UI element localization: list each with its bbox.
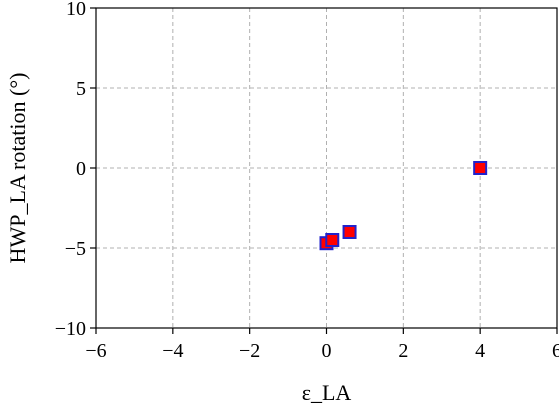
y-axis-label: HWP_LA rotation (°) (5, 73, 30, 264)
data-point (473, 161, 488, 175)
y-tick-label: −10 (55, 318, 86, 340)
data-point (325, 233, 340, 247)
x-tick-label: 2 (398, 340, 408, 362)
y-tick-label: 5 (76, 78, 86, 100)
grid (96, 8, 557, 328)
axis-ticks: −6 −4 −2 0 2 4 6 −10 −5 0 5 10 (55, 0, 559, 362)
data-points (319, 161, 488, 251)
plot-area-frame (95, 7, 558, 329)
x-tick-label: −2 (239, 340, 260, 362)
x-tick-label: −4 (162, 340, 183, 362)
x-axis-label: ε_LA (302, 380, 352, 405)
x-tick-label: 6 (552, 340, 559, 362)
x-tick-label: 4 (475, 340, 485, 362)
y-tick-label: 10 (66, 0, 86, 20)
x-tick-label: −6 (85, 340, 106, 362)
data-point (342, 225, 357, 239)
y-tick-label: 0 (76, 158, 86, 180)
y-tick-label: −5 (65, 238, 86, 260)
x-tick-label: 0 (322, 340, 332, 362)
